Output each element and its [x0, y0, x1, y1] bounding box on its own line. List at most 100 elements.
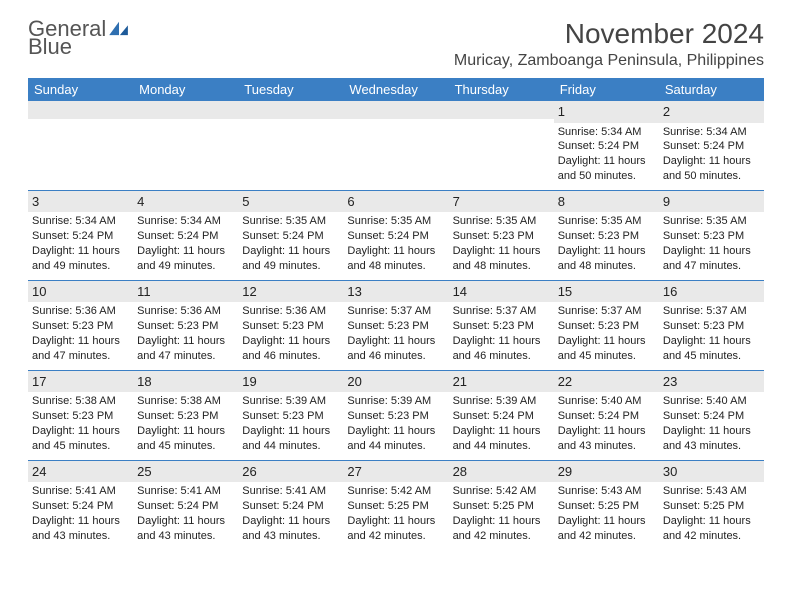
sunrise-text: Sunrise: 5:39 AM	[347, 394, 444, 409]
sunset-text: Sunset: 5:25 PM	[558, 499, 655, 514]
day-number: 28	[449, 461, 554, 483]
day-cell: 24Sunrise: 5:41 AMSunset: 5:24 PMDayligh…	[28, 461, 133, 550]
daylight-text: Daylight: 11 hours	[663, 424, 760, 439]
day-header-cell: Monday	[133, 78, 238, 101]
sunrise-text: Sunrise: 5:36 AM	[242, 304, 339, 319]
day-number: 7	[449, 191, 554, 213]
day-cell: 13Sunrise: 5:37 AMSunset: 5:23 PMDayligh…	[343, 281, 448, 370]
day-cell: 11Sunrise: 5:36 AMSunset: 5:23 PMDayligh…	[133, 281, 238, 370]
day-number: 5	[238, 191, 343, 213]
empty-cell	[238, 101, 343, 190]
sunset-text: Sunset: 5:24 PM	[558, 139, 655, 154]
sunrise-text: Sunrise: 5:34 AM	[558, 125, 655, 140]
day-cell: 8Sunrise: 5:35 AMSunset: 5:23 PMDaylight…	[554, 191, 659, 280]
daylight-text: Daylight: 11 hours	[347, 514, 444, 529]
sunrise-text: Sunrise: 5:39 AM	[242, 394, 339, 409]
day-cell: 26Sunrise: 5:41 AMSunset: 5:24 PMDayligh…	[238, 461, 343, 550]
sunset-text: Sunset: 5:23 PM	[558, 229, 655, 244]
week-row: 10Sunrise: 5:36 AMSunset: 5:23 PMDayligh…	[28, 280, 764, 370]
day-header-row: SundayMondayTuesdayWednesdayThursdayFrid…	[28, 78, 764, 101]
daylight-text: and 45 minutes.	[137, 439, 234, 454]
empty-day-strip	[343, 101, 448, 119]
day-number: 25	[133, 461, 238, 483]
daylight-text: Daylight: 11 hours	[137, 514, 234, 529]
sunrise-text: Sunrise: 5:36 AM	[32, 304, 129, 319]
location-subtitle: Muricay, Zamboanga Peninsula, Philippine…	[454, 52, 764, 70]
daylight-text: Daylight: 11 hours	[663, 244, 760, 259]
daylight-text: Daylight: 11 hours	[347, 334, 444, 349]
sunrise-text: Sunrise: 5:41 AM	[137, 484, 234, 499]
sunrise-text: Sunrise: 5:38 AM	[137, 394, 234, 409]
day-cell: 19Sunrise: 5:39 AMSunset: 5:23 PMDayligh…	[238, 371, 343, 460]
daylight-text: Daylight: 11 hours	[32, 424, 129, 439]
daylight-text: and 47 minutes.	[32, 349, 129, 364]
day-header-cell: Saturday	[659, 78, 764, 101]
sunrise-text: Sunrise: 5:37 AM	[558, 304, 655, 319]
day-cell: 18Sunrise: 5:38 AMSunset: 5:23 PMDayligh…	[133, 371, 238, 460]
day-cell: 7Sunrise: 5:35 AMSunset: 5:23 PMDaylight…	[449, 191, 554, 280]
day-number: 29	[554, 461, 659, 483]
day-number: 6	[343, 191, 448, 213]
sunrise-text: Sunrise: 5:34 AM	[137, 214, 234, 229]
daylight-text: Daylight: 11 hours	[663, 154, 760, 169]
sunrise-text: Sunrise: 5:35 AM	[242, 214, 339, 229]
daylight-text: Daylight: 11 hours	[347, 244, 444, 259]
daylight-text: and 43 minutes.	[242, 529, 339, 544]
daylight-text: and 45 minutes.	[663, 349, 760, 364]
day-number: 20	[343, 371, 448, 393]
page-header: General Blue November 2024 Muricay, Zamb…	[28, 18, 764, 70]
daylight-text: and 50 minutes.	[663, 169, 760, 184]
daylight-text: and 45 minutes.	[558, 349, 655, 364]
daylight-text: and 43 minutes.	[558, 439, 655, 454]
daylight-text: and 47 minutes.	[137, 349, 234, 364]
daylight-text: Daylight: 11 hours	[137, 424, 234, 439]
day-cell: 12Sunrise: 5:36 AMSunset: 5:23 PMDayligh…	[238, 281, 343, 370]
daylight-text: Daylight: 11 hours	[242, 334, 339, 349]
day-number: 21	[449, 371, 554, 393]
daylight-text: and 45 minutes.	[32, 439, 129, 454]
day-number: 13	[343, 281, 448, 303]
day-cell: 27Sunrise: 5:42 AMSunset: 5:25 PMDayligh…	[343, 461, 448, 550]
daylight-text: Daylight: 11 hours	[558, 424, 655, 439]
day-number: 11	[133, 281, 238, 303]
sunset-text: Sunset: 5:24 PM	[242, 499, 339, 514]
daylight-text: Daylight: 11 hours	[453, 244, 550, 259]
sunrise-text: Sunrise: 5:37 AM	[347, 304, 444, 319]
daylight-text: and 46 minutes.	[347, 349, 444, 364]
daylight-text: and 48 minutes.	[558, 259, 655, 274]
daylight-text: and 46 minutes.	[242, 349, 339, 364]
day-cell: 3Sunrise: 5:34 AMSunset: 5:24 PMDaylight…	[28, 191, 133, 280]
day-number: 16	[659, 281, 764, 303]
sunset-text: Sunset: 5:25 PM	[663, 499, 760, 514]
sunrise-text: Sunrise: 5:42 AM	[347, 484, 444, 499]
daylight-text: Daylight: 11 hours	[453, 334, 550, 349]
daylight-text: and 43 minutes.	[137, 529, 234, 544]
daylight-text: and 42 minutes.	[347, 529, 444, 544]
day-number: 18	[133, 371, 238, 393]
day-header-cell: Friday	[554, 78, 659, 101]
daylight-text: Daylight: 11 hours	[32, 244, 129, 259]
day-header-cell: Tuesday	[238, 78, 343, 101]
day-cell: 15Sunrise: 5:37 AMSunset: 5:23 PMDayligh…	[554, 281, 659, 370]
day-number: 17	[28, 371, 133, 393]
sunrise-text: Sunrise: 5:40 AM	[558, 394, 655, 409]
day-number: 27	[343, 461, 448, 483]
empty-day-strip	[133, 101, 238, 119]
day-cell: 21Sunrise: 5:39 AMSunset: 5:24 PMDayligh…	[449, 371, 554, 460]
sunrise-text: Sunrise: 5:38 AM	[32, 394, 129, 409]
daylight-text: and 48 minutes.	[453, 259, 550, 274]
sunset-text: Sunset: 5:24 PM	[32, 229, 129, 244]
sunrise-text: Sunrise: 5:40 AM	[663, 394, 760, 409]
sunrise-text: Sunrise: 5:36 AM	[137, 304, 234, 319]
sunset-text: Sunset: 5:24 PM	[453, 409, 550, 424]
day-number: 24	[28, 461, 133, 483]
sunrise-text: Sunrise: 5:43 AM	[558, 484, 655, 499]
daylight-text: and 44 minutes.	[453, 439, 550, 454]
daylight-text: Daylight: 11 hours	[242, 424, 339, 439]
sunset-text: Sunset: 5:24 PM	[137, 499, 234, 514]
daylight-text: Daylight: 11 hours	[32, 514, 129, 529]
daylight-text: and 49 minutes.	[242, 259, 339, 274]
sunrise-text: Sunrise: 5:43 AM	[663, 484, 760, 499]
week-row: 24Sunrise: 5:41 AMSunset: 5:24 PMDayligh…	[28, 460, 764, 550]
daylight-text: and 48 minutes.	[347, 259, 444, 274]
